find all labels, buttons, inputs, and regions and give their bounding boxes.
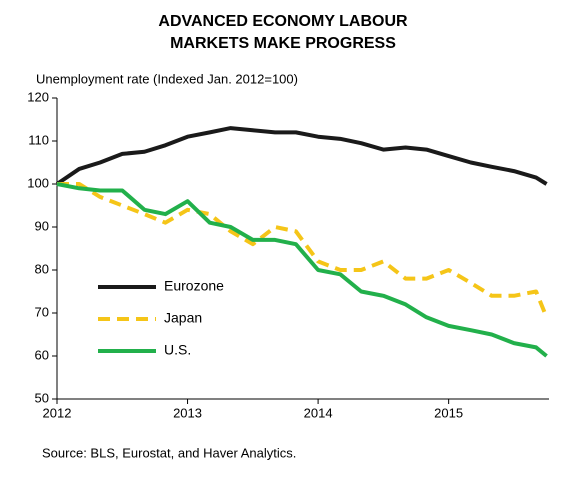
y-tick-label: 80 — [35, 261, 49, 276]
y-tick-label: 90 — [35, 218, 49, 233]
y-tick-label: 50 — [35, 390, 49, 405]
y-tick-label: 60 — [35, 347, 49, 362]
x-tick-label: 2012 — [43, 405, 72, 420]
y-tick-label: 110 — [28, 132, 49, 147]
y-tick-label: 120 — [27, 89, 49, 104]
legend-label: U.S. — [164, 342, 191, 358]
chart-title: ADVANCED ECONOMY LABOUR — [158, 13, 408, 30]
x-tick-label: 2014 — [304, 405, 333, 420]
legend-label: Japan — [164, 310, 202, 326]
x-tick-label: 2013 — [173, 405, 202, 420]
legend-label: Eurozone — [164, 278, 224, 294]
x-tick-label: 2015 — [434, 405, 463, 420]
y-tick-label: 70 — [35, 304, 49, 319]
source-note: Source: BLS, Eurostat, and Haver Analyti… — [42, 445, 296, 460]
y-tick-label: 100 — [27, 175, 49, 190]
y-axis-label: Unemployment rate (Indexed Jan. 2012=100… — [36, 71, 298, 86]
chart-title: MARKETS MAKE PROGRESS — [170, 35, 396, 52]
series-line — [55, 126, 548, 186]
series-line — [57, 182, 549, 319]
series-line — [56, 182, 548, 358]
